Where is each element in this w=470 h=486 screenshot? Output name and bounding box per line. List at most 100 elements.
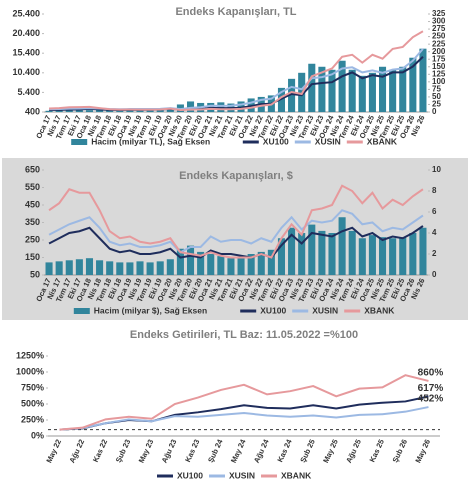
x-tick-label: May 26	[413, 438, 432, 464]
legend-label: XUSIN	[312, 305, 338, 315]
legend-label: XBANK	[367, 136, 398, 146]
legend-swatch	[71, 139, 88, 145]
x-tick-label: May 22	[44, 438, 63, 464]
end-label: 617%	[418, 383, 444, 394]
legend-label: XU100	[260, 305, 286, 315]
y2-tick-label: 75	[432, 84, 441, 93]
y-tick-label: 5.400	[17, 87, 40, 97]
y2-tick-label: 250	[432, 32, 446, 41]
y-tick-label: 150	[25, 252, 40, 262]
y2-tick-label: 0	[432, 270, 437, 279]
series-line	[49, 56, 424, 112]
y-tick-label: 450	[25, 199, 40, 209]
x-tick-label: Kas 25	[368, 438, 386, 464]
volume-bar	[399, 237, 407, 275]
volume-bar	[75, 259, 83, 275]
y2-tick-label: 2	[432, 249, 437, 258]
y2-tick-label: 4	[432, 228, 437, 237]
x-tick-label: Kas 23	[183, 438, 201, 464]
volume-bar	[106, 261, 114, 275]
y-tick-label: 350	[25, 217, 40, 227]
volume-bar	[96, 109, 104, 112]
volume-bar	[338, 217, 346, 275]
volume-bar	[378, 237, 387, 275]
y2-tick-label: 6	[432, 207, 437, 216]
volume-bar	[116, 262, 124, 275]
volume-bar	[85, 258, 94, 275]
legend-label: XBANK	[281, 470, 312, 480]
volume-bar	[227, 258, 235, 275]
volume-bar	[358, 238, 366, 275]
legend-label: XUSIN	[229, 470, 255, 480]
volume-bar	[318, 66, 326, 112]
y2-tick-label: 125	[432, 69, 446, 78]
end-label: 452%	[418, 394, 444, 405]
y2-tick-label: 150	[432, 62, 446, 71]
y2-tick-label: 8	[432, 186, 437, 195]
y-tick-label: 50	[30, 269, 40, 279]
x-tick-label: May 23	[137, 438, 156, 464]
volume-bar	[217, 256, 225, 275]
legend-label: XU100	[263, 136, 289, 146]
chart-title: Endeks Kapanışları, TL	[175, 6, 296, 18]
y2-tick-label: 200	[432, 47, 446, 56]
x-tick-label: Ağu 24	[252, 437, 271, 464]
y-tick-label: 20.400	[12, 28, 40, 38]
y-tick-label: 1000%	[16, 366, 44, 376]
volume-bar	[45, 110, 53, 112]
series-line	[59, 374, 429, 431]
volume-bar	[126, 262, 134, 275]
x-tick-label: Şub 23	[114, 438, 133, 464]
legend-label: Hacim (milyar $), Sağ Eksen	[94, 305, 207, 315]
series-line	[49, 30, 424, 112]
volume-bar	[399, 66, 407, 112]
y-tick-label: 10.400	[12, 67, 40, 77]
volume-bar	[186, 101, 195, 112]
y-tick-label: 400	[25, 106, 40, 116]
volume-bar	[136, 261, 144, 275]
volume-bar	[338, 60, 346, 112]
end-label: 860%	[418, 368, 444, 379]
legend-label: Hacim (milyar TL), Sağ Eksen	[91, 136, 210, 146]
y-tick-label: 650	[25, 164, 40, 174]
y2-tick-label: 225	[432, 39, 446, 48]
y2-tick-label: 25	[432, 100, 441, 109]
volume-bar	[257, 251, 265, 275]
y-tick-label: 550	[25, 182, 40, 192]
volume-bar	[156, 261, 164, 275]
chart-title: Endeks Getirileri, TL Baz: 11.05.2022 =%…	[130, 329, 358, 341]
volume-bar	[277, 87, 286, 112]
x-tick-label: May 25	[321, 438, 340, 464]
y-tick-label: 0%	[31, 430, 44, 440]
volume-bar	[96, 260, 104, 275]
y2-tick-label: 300	[432, 17, 446, 26]
volume-bar	[328, 233, 336, 275]
series-line	[48, 209, 424, 254]
y-tick-label: 250	[25, 234, 40, 244]
y2-tick-label: 10	[432, 165, 441, 174]
volume-bar	[166, 259, 174, 275]
volume-bar	[277, 238, 286, 275]
volume-bar	[65, 260, 73, 275]
y-tick-label: 750%	[21, 382, 44, 392]
volume-bar	[247, 254, 255, 275]
volume-bar	[85, 110, 94, 112]
y-tick-label: 25.400	[12, 8, 40, 18]
volume-bar	[419, 48, 427, 112]
volume-bar	[298, 233, 306, 275]
y-tick-label: 250%	[21, 414, 44, 424]
volume-bar	[45, 262, 53, 275]
legend-label: XU100	[177, 470, 203, 480]
x-tick-label: Kas 24	[275, 437, 294, 463]
y2-tick-label: 325	[432, 9, 446, 18]
volume-bar	[328, 69, 336, 112]
volume-bar	[378, 66, 387, 112]
x-tick-label: Kas 22	[91, 438, 109, 464]
x-tick-label: Şub 26	[390, 438, 409, 464]
x-tick-label: Ağu 23	[160, 438, 179, 464]
volume-bar	[308, 224, 316, 275]
x-tick-label: Ağu 25	[344, 438, 363, 464]
volume-bar	[358, 75, 366, 112]
volume-bar	[166, 108, 174, 112]
